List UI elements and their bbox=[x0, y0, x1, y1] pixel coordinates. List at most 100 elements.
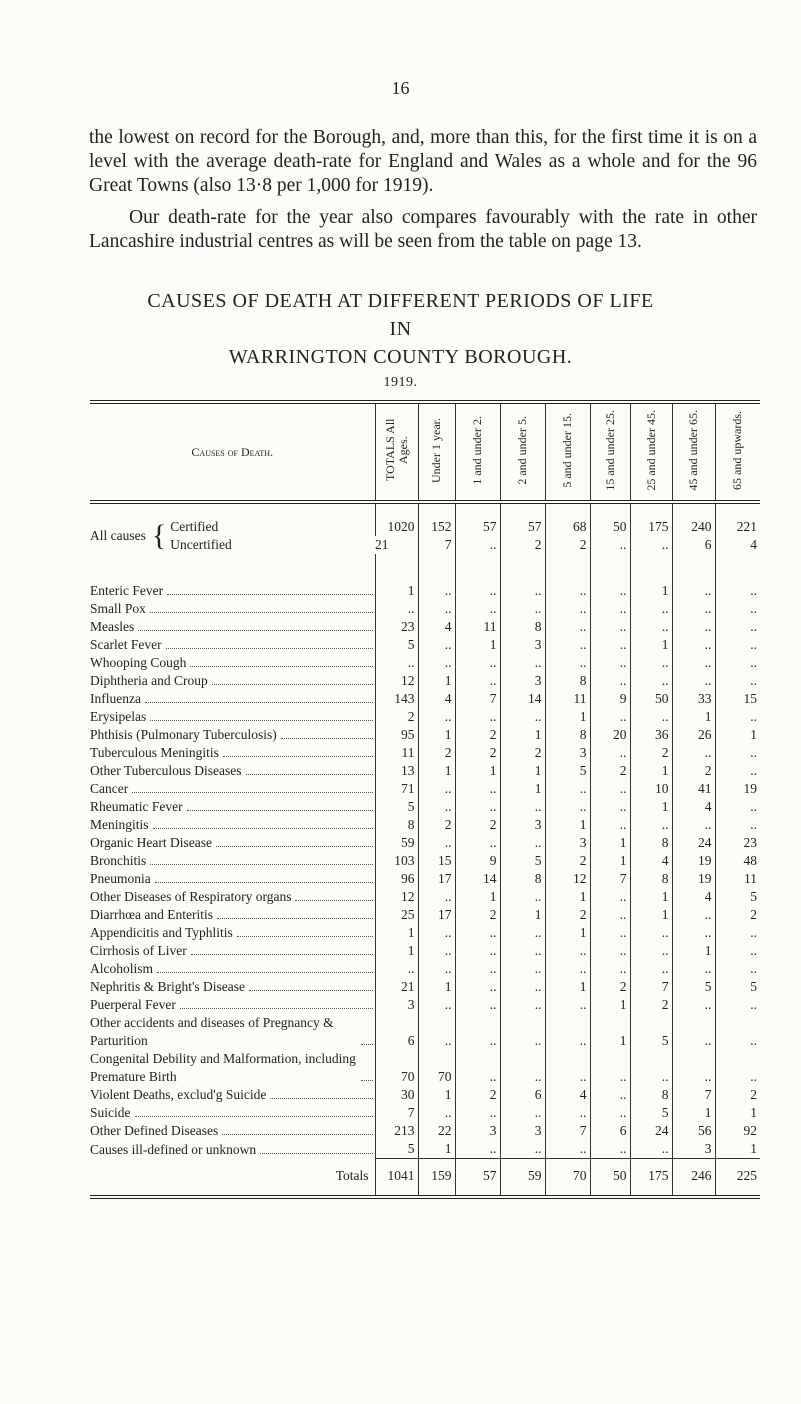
brace: { bbox=[151, 519, 167, 552]
cell: 1 bbox=[417, 672, 455, 690]
cell: 56 bbox=[671, 1122, 715, 1140]
label-wrap: Influenza bbox=[90, 690, 375, 708]
row-label: Certified bbox=[170, 519, 219, 534]
cell: .. bbox=[417, 960, 455, 978]
cell: 1 bbox=[499, 780, 545, 798]
leader bbox=[280, 738, 373, 739]
cause-row: Phthisis (Pulmonary Tuberculosis) 95 1 2 1 8 2… bbox=[90, 726, 760, 744]
leader bbox=[245, 774, 373, 775]
row-label: Puerperal Fever bbox=[90, 997, 176, 1012]
cell: 1 bbox=[544, 978, 590, 996]
cell: 1 bbox=[714, 1140, 760, 1159]
cell: 1 bbox=[417, 1140, 455, 1159]
cell: 1 bbox=[544, 708, 590, 726]
cell: .. bbox=[629, 618, 672, 636]
cell: 1 bbox=[454, 762, 500, 780]
cell: 1 bbox=[374, 942, 418, 960]
leader bbox=[360, 1080, 373, 1081]
row-label: Organic Heart Disease bbox=[90, 835, 212, 850]
label-wrap: Violent Deaths, exclud'g Suicide bbox=[90, 1086, 375, 1104]
cell: .. bbox=[454, 600, 500, 618]
cell: 50 bbox=[629, 690, 672, 708]
label-cell: Whooping Cough bbox=[90, 654, 375, 672]
leader bbox=[138, 630, 373, 631]
column-header: TOTALS All Ages. bbox=[374, 402, 418, 502]
leader bbox=[165, 648, 373, 649]
cell: 24 bbox=[629, 1122, 672, 1140]
cell: 17 bbox=[417, 870, 455, 888]
label-cell: Bronchitis bbox=[90, 852, 375, 870]
leader bbox=[150, 864, 373, 865]
label-wrap: Measles bbox=[90, 618, 375, 636]
column-header: Under 1 year. bbox=[417, 402, 455, 502]
spacer-cell bbox=[499, 502, 545, 518]
cell: .. bbox=[544, 1050, 590, 1086]
label-wrap: Appendicitis and Typhlitis bbox=[90, 924, 375, 942]
cell: .. bbox=[589, 924, 630, 942]
cell: 1 bbox=[671, 1104, 715, 1122]
cell: 96 bbox=[374, 870, 418, 888]
cell: 5 bbox=[544, 762, 590, 780]
column-header: 45 and under 65. bbox=[671, 402, 715, 502]
leader bbox=[134, 1116, 373, 1117]
label-cell: Puerperal Fever bbox=[90, 996, 375, 1014]
cell: .. bbox=[714, 1050, 760, 1086]
cell: 5 bbox=[499, 852, 545, 870]
cell: .. bbox=[544, 1104, 590, 1122]
cell: 2 bbox=[589, 762, 630, 780]
cell: 3 bbox=[544, 744, 590, 762]
cell: 1 bbox=[454, 636, 500, 654]
header-text: TOTALS All Ages. bbox=[382, 418, 410, 482]
column-header: Causes of Death. bbox=[90, 402, 375, 502]
cell: 1 bbox=[499, 726, 545, 744]
cell: 1 bbox=[417, 726, 455, 744]
row-label: Rheumatic Fever bbox=[90, 799, 183, 814]
cell: .. bbox=[629, 942, 672, 960]
cell: .. bbox=[714, 744, 760, 762]
cell: 8 bbox=[629, 1086, 672, 1104]
spacer-cell bbox=[417, 502, 455, 518]
cause-row: Other Defined Diseases 213 22 3 3 7 6 24 56 92 bbox=[90, 1122, 760, 1140]
cell: 5 bbox=[374, 798, 418, 816]
spacer bbox=[90, 554, 760, 568]
row-label: Scarlet Fever bbox=[90, 637, 162, 652]
cell: 21 bbox=[374, 978, 418, 996]
cell: .. bbox=[629, 672, 672, 690]
spacer bbox=[90, 568, 760, 582]
row-label: Uncertified bbox=[170, 537, 232, 552]
spacer-cell bbox=[90, 502, 375, 518]
cell: 2 bbox=[499, 536, 545, 554]
cell: 19 bbox=[671, 870, 715, 888]
cell: 3 bbox=[671, 1140, 715, 1159]
cell: .. bbox=[671, 672, 715, 690]
cell: .. bbox=[454, 582, 500, 600]
cell: .. bbox=[499, 1050, 545, 1086]
cause-row: Alcoholism.................. bbox=[90, 960, 760, 978]
cell: 2 bbox=[589, 978, 630, 996]
spacer-cell bbox=[374, 502, 418, 518]
cell: .. bbox=[454, 942, 500, 960]
label-wrap: Nephritis & Bright's Disease bbox=[90, 978, 375, 996]
cell: 175 bbox=[629, 518, 672, 536]
cause-row: Cirrhosis of Liver 1............ 1.. bbox=[90, 942, 760, 960]
cell: 1 bbox=[671, 942, 715, 960]
cell: 2 bbox=[629, 744, 672, 762]
cell: 246 bbox=[671, 1158, 715, 1199]
spacer-cell bbox=[629, 568, 672, 582]
cell: 6 bbox=[374, 1014, 418, 1050]
leader bbox=[152, 828, 373, 829]
row-label: Other Diseases of Respiratory organs bbox=[90, 889, 292, 904]
cell: .. bbox=[417, 888, 455, 906]
cell: .. bbox=[714, 996, 760, 1014]
cell: .. bbox=[499, 1014, 545, 1050]
cell: 1 bbox=[417, 762, 455, 780]
cause-row: Meningitis 8 2 2 3 1........ bbox=[90, 816, 760, 834]
cell: .. bbox=[671, 816, 715, 834]
row-label: Whooping Cough bbox=[90, 655, 187, 670]
column-header: 65 and upwards. bbox=[714, 402, 760, 502]
leader bbox=[144, 702, 373, 703]
row-label: Causes ill-defined or unknown bbox=[90, 1141, 257, 1157]
cell: .. bbox=[499, 924, 545, 942]
column-header: 15 and under 25. bbox=[589, 402, 630, 502]
cause-row: Diarrhœa and Enteritis 25 17 2 1 2.. 1.. 2 bbox=[90, 906, 760, 924]
